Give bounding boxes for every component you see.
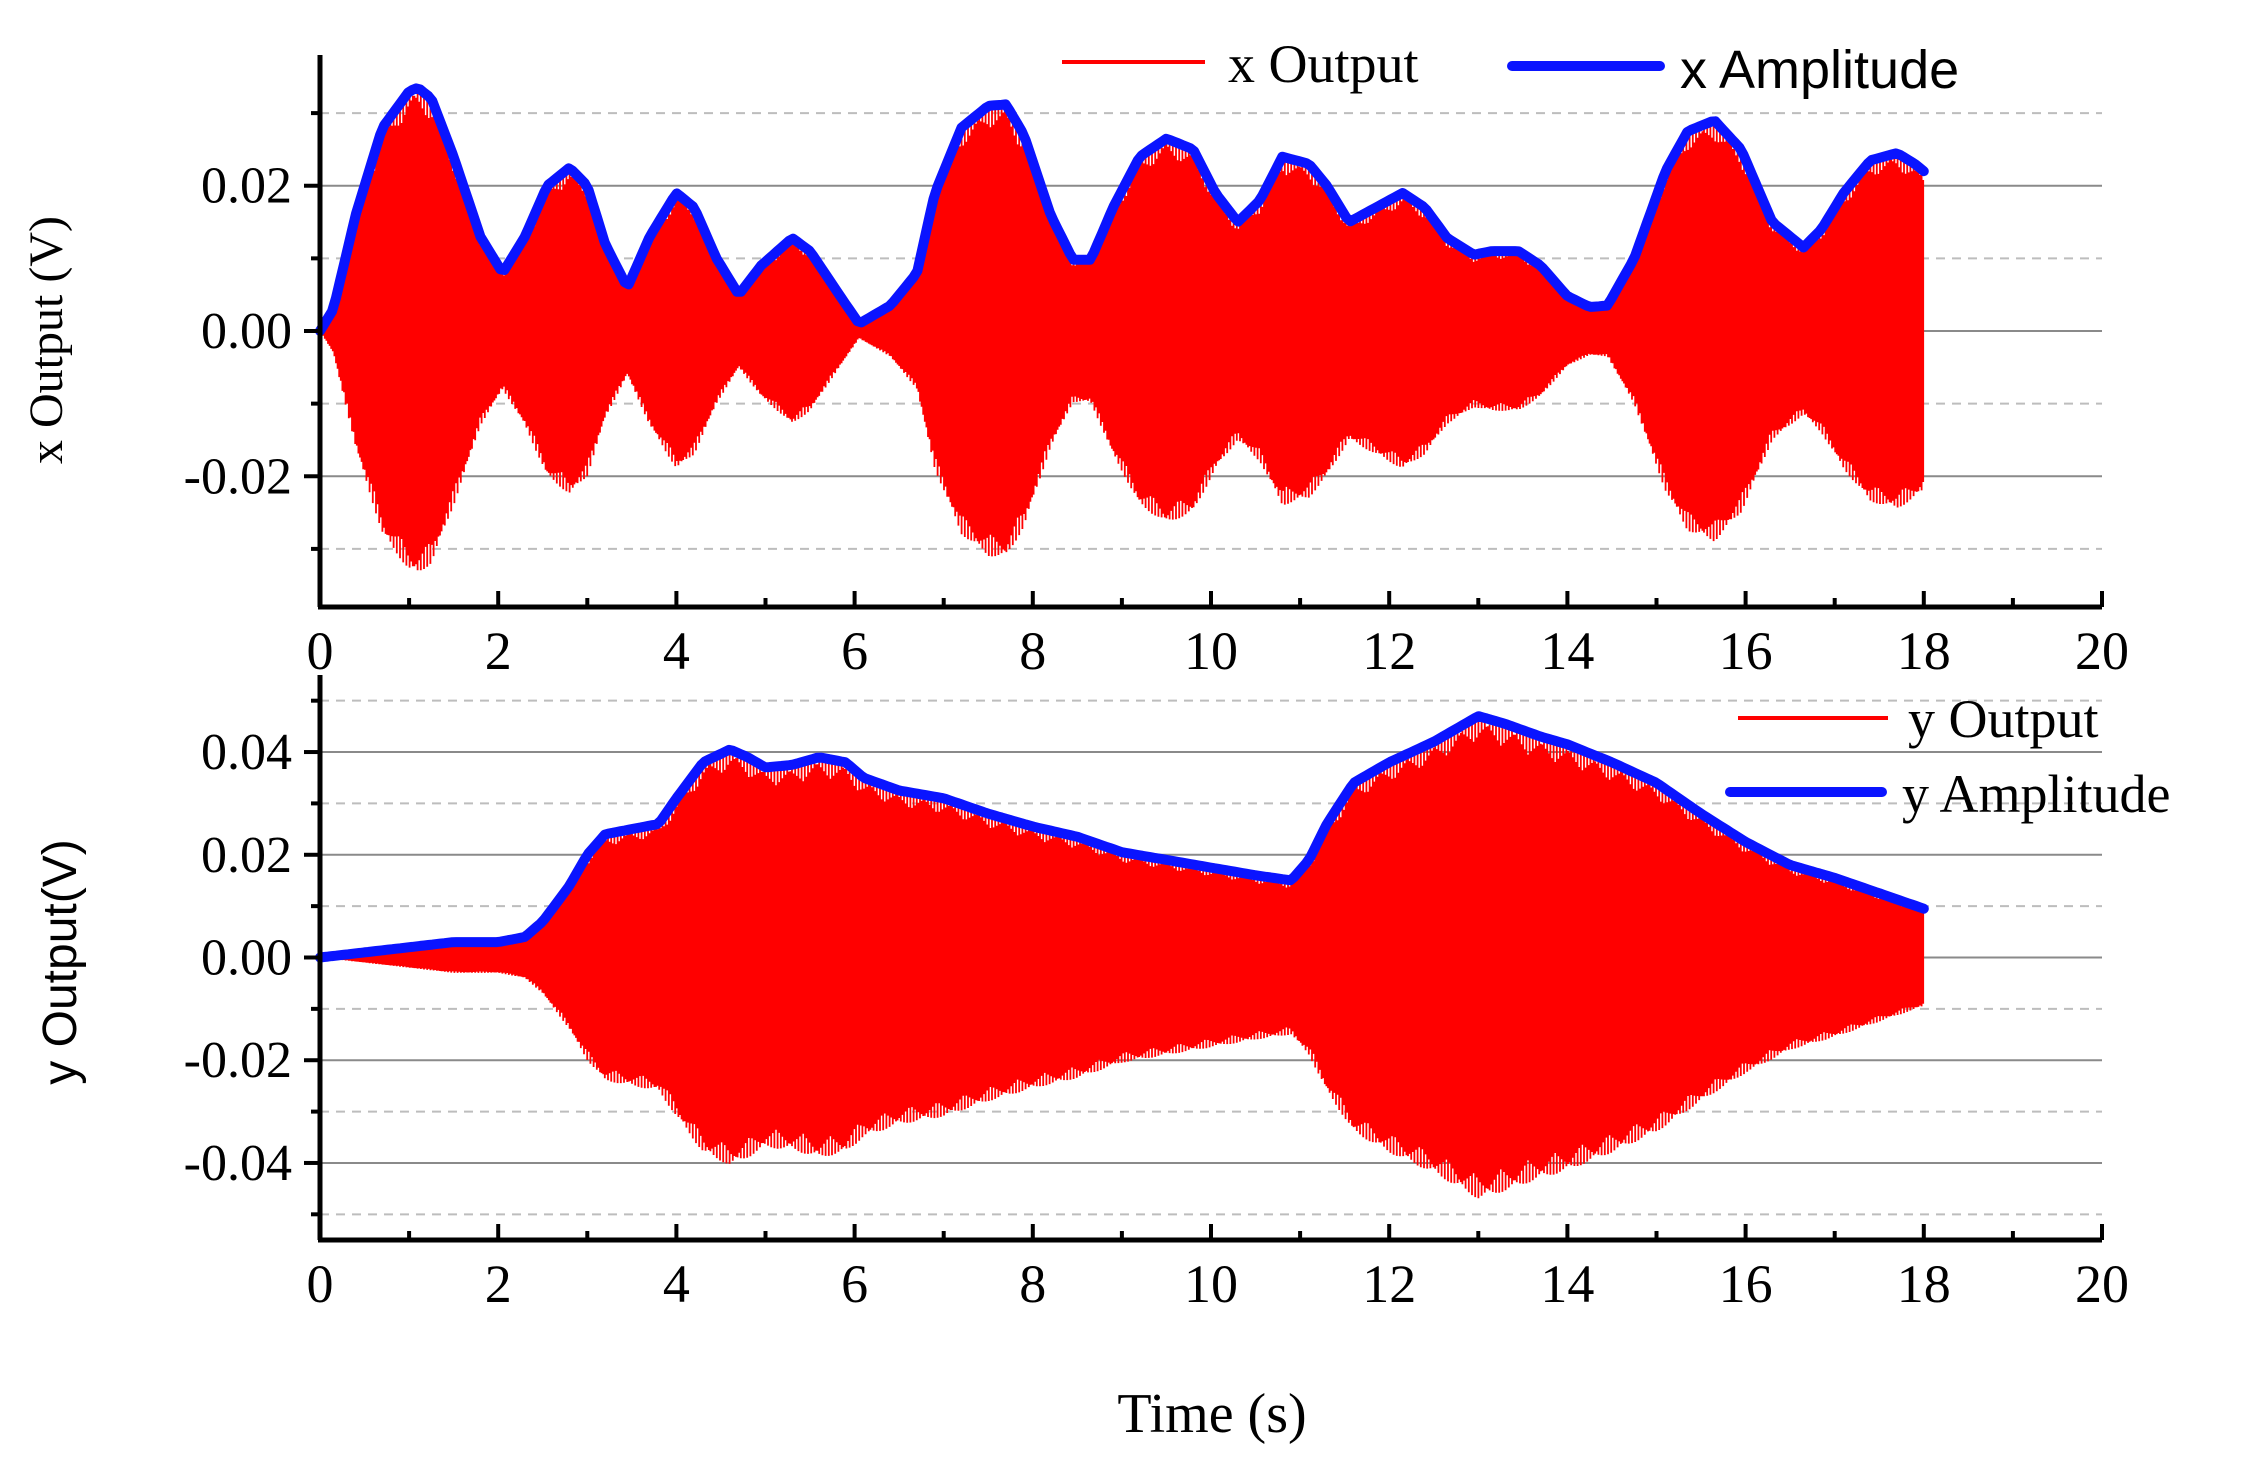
x-tick-labels: 0 2 4 6 8 10 12 14 16 18 20 -0.02 0.00 0.02 [184,158,2129,681]
x-x-tick-label: 6 [841,621,868,681]
x-y-tick-label: 0.00 [201,303,292,360]
x-y-tick-label: 0.02 [201,158,292,215]
y-output-panel: 0 2 4 6 8 10 12 14 16 18 20-0.04-0.020.000.020.04 … [34,675,2171,1314]
y-y-tick-label: -0.02 [184,1032,292,1089]
x-legend: x Output x Amplitude [1062,34,1959,100]
y-legend: y Output y Amplitude [1725,689,2171,824]
x-output-trace [320,91,1925,571]
x-y-tick-label: -0.02 [184,448,292,505]
x-amplitude-line [315,83,1929,336]
x-x-tick-label: 0 [307,621,334,681]
y-axes [304,675,2104,1243]
y-x-tick-label: 18 [1897,1254,1951,1314]
y-x-tick-label: 10 [1184,1254,1238,1314]
y-y-tick-label: 0.00 [201,930,292,987]
y-output-series [320,716,1925,1199]
y-legend-amplitude-label: y Amplitude [1902,764,2171,824]
y-x-tick-label: 20 [2075,1254,2129,1314]
x-x-tick-label: 14 [1540,621,1594,681]
y-x-tick-label: 6 [841,1254,868,1314]
y-y-axis-label: y Output(V) [34,839,87,1084]
y-y-tick-label: 0.04 [201,724,292,781]
x-output-series [320,91,1925,571]
x-axis-title: Time (s) [1117,1383,1306,1445]
y-x-tick-label: 14 [1540,1254,1594,1314]
x-legend-output-label: x Output [1228,34,1419,94]
y-x-tick-label: 4 [663,1254,690,1314]
x-x-tick-label: 8 [1019,621,1046,681]
y-output-trace [320,716,1925,1199]
y-tick-labels: 0 2 4 6 8 10 12 14 16 18 20 -0.04 -0.02 0.00 0.02 0.04 [184,724,2129,1314]
x-x-tick-label: 10 [1184,621,1238,681]
x-y-axis-label: x Output (V) [20,216,73,464]
y-x-tick-label: 2 [485,1254,512,1314]
x-x-tick-label: 12 [1362,621,1416,681]
y-x-tick-label: 12 [1362,1254,1416,1314]
x-x-tick-label: 20 [2075,621,2129,681]
y-amplitude-series [315,711,1929,963]
x-x-tick-label: 16 [1719,621,1773,681]
y-x-tick-label: 0 [307,1254,334,1314]
x-x-tick-label: 18 [1897,621,1951,681]
x-legend-amplitude-label: x Amplitude [1680,40,1959,100]
x-output-panel: 0 2 4 6 8 10 12 14 16 18 20 -0.02 0.00 0.02 x Output … [20,34,2129,681]
y-x-tick-label: 8 [1019,1254,1046,1314]
x-amplitude-series [315,83,1929,336]
y-x-tick-label: 16 [1719,1254,1773,1314]
y-legend-output-label: y Output [1908,689,2099,749]
x-x-tick-label: 4 [663,621,690,681]
x-x-tick-label: 2 [485,621,512,681]
y-amplitude-line [315,711,1929,963]
y-y-tick-label: -0.04 [184,1135,292,1192]
x-axes [304,55,2104,610]
y-y-tick-label: 0.02 [201,827,292,884]
